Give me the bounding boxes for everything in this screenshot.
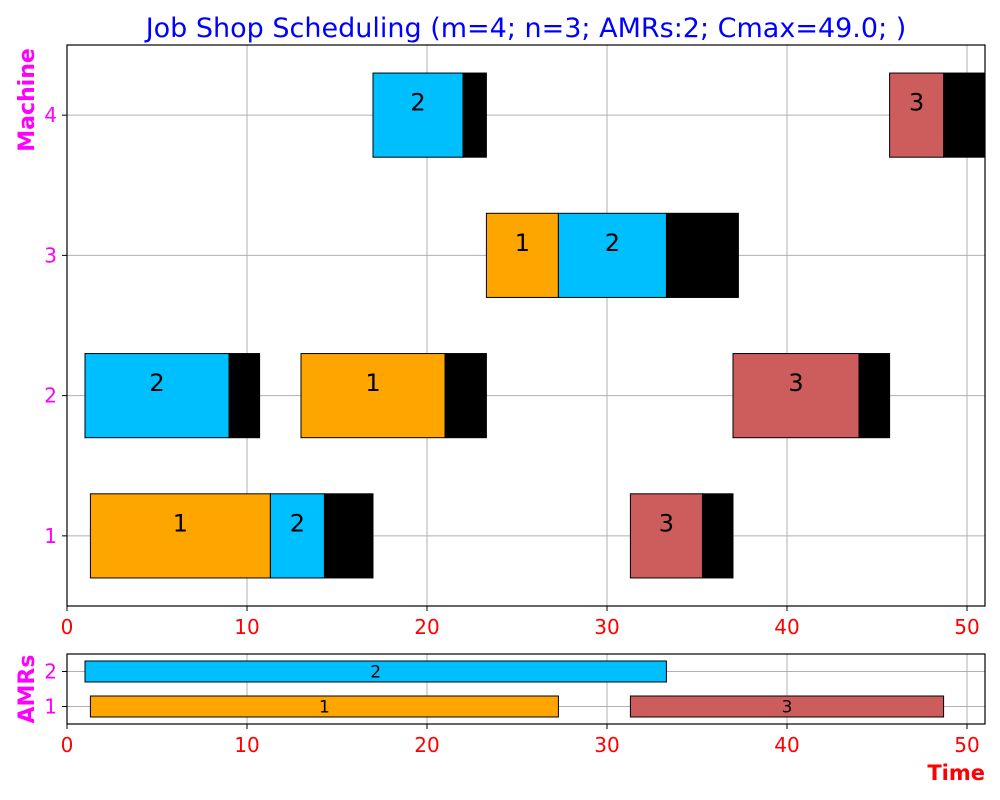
main-plot-frame [66, 44, 986, 607]
operation-job-label: 2 [605, 229, 620, 257]
amr-x-tick-label: 10 [234, 733, 259, 757]
x-tick-label: 40 [774, 615, 799, 639]
transport-bar [462, 72, 487, 158]
amr-tick-label: 2 [44, 660, 57, 684]
main-plot: 0 10 20 30 40 50 1 2 3 4 1 2 3 2 1 3 1 2 2 3 [44, 44, 986, 639]
operation-bar-job-2 [84, 353, 230, 439]
transport-bar [228, 353, 261, 439]
amr-bar-job-2 [84, 660, 667, 683]
operation-bar-job-3 [732, 353, 860, 439]
transport-bar [323, 493, 374, 579]
operation-bar-job-1 [89, 493, 271, 579]
transport-bar [444, 353, 487, 439]
x-tick-label: 30 [594, 615, 619, 639]
x-tick-label: 20 [414, 615, 439, 639]
machine-tick-label: 2 [44, 384, 57, 408]
operation-bar-job-3 [629, 493, 703, 579]
operation-job-label: 1 [173, 509, 188, 537]
operation-bar-job-1 [300, 353, 446, 439]
machine-tick-label: 4 [44, 103, 57, 127]
operation-job-label: 3 [788, 369, 803, 397]
operation-bars: 1 2 3 2 1 3 1 2 2 3 [84, 72, 985, 579]
x-axis-label: Time [927, 761, 985, 785]
amr-plot-frame [66, 653, 986, 725]
amr-x-tick-label: 30 [594, 733, 619, 757]
operation-bar-job-2 [372, 72, 464, 158]
transport-bar [943, 72, 985, 158]
transport-bar [701, 493, 734, 579]
amr-bar-job-3 [629, 695, 945, 718]
amr-bars: 1 3 2 [84, 660, 945, 718]
chart-title: Job Shop Scheduling (m=4; n=3; AMRs:2; C… [144, 13, 907, 44]
amr-x-tick-label: 40 [774, 733, 799, 757]
x-tick-label: 0 [61, 615, 74, 639]
transport-bar [858, 353, 891, 439]
operation-bar-job-3 [889, 72, 945, 158]
operation-job-label: 1 [365, 369, 380, 397]
amr-x-tick-label: 50 [954, 733, 979, 757]
machine-tick-label: 3 [44, 243, 57, 267]
amr-tick-label: 1 [44, 695, 57, 719]
amr-job-label: 1 [319, 698, 330, 718]
x-tick-label: 10 [234, 615, 259, 639]
operation-job-label: 1 [515, 229, 530, 257]
amr-job-label: 3 [782, 698, 793, 718]
amr-y-axis-label: AMRs [15, 655, 40, 724]
operation-job-label: 3 [659, 509, 674, 537]
y-axis-label: Machine [15, 48, 40, 152]
operation-job-label: 3 [909, 89, 924, 117]
transport-bar [665, 212, 739, 298]
amr-x-tick-label: 20 [414, 733, 439, 757]
x-tick-label: 50 [954, 615, 979, 639]
amr-x-tick-label: 0 [61, 733, 74, 757]
amr-bar-job-1 [89, 695, 559, 718]
amr-plot: 0 10 20 30 40 50 1 2 1 3 2 [44, 653, 986, 757]
operation-job-label: 2 [290, 509, 305, 537]
operation-bar-job-2 [269, 493, 325, 579]
operation-bar-job-2 [557, 212, 667, 298]
amr-job-label: 2 [370, 663, 381, 683]
machine-tick-label: 1 [44, 524, 57, 548]
operation-job-label: 2 [410, 89, 425, 117]
operation-job-label: 2 [149, 369, 164, 397]
